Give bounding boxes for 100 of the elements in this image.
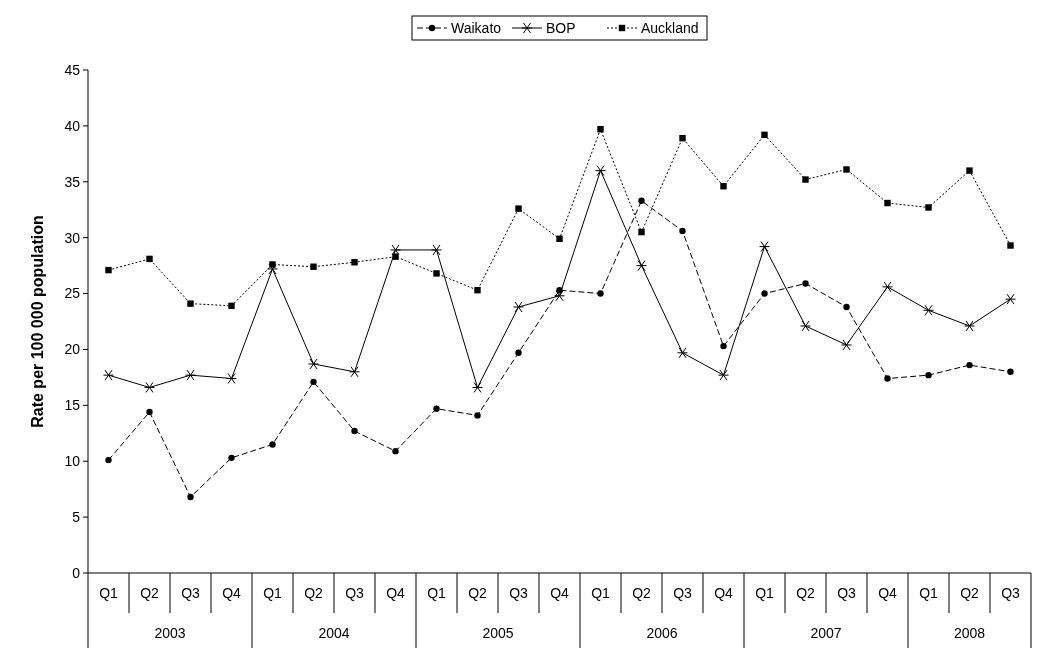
- point: [884, 199, 891, 207]
- x-tick-label: Q4: [878, 584, 898, 601]
- point: [925, 371, 932, 379]
- point: [187, 300, 194, 307]
- point: [433, 405, 440, 412]
- point: [679, 227, 686, 235]
- point: [638, 228, 645, 236]
- point: [677, 347, 688, 359]
- point: [966, 167, 973, 174]
- point: [966, 361, 973, 369]
- point: [800, 320, 811, 332]
- point: [146, 255, 153, 263]
- x-tick-label: Q4: [386, 584, 406, 601]
- x-tick-label: Q1: [263, 584, 283, 601]
- point: [228, 454, 235, 462]
- x-tick-label: Q1: [99, 584, 119, 601]
- x-tick-label: Q3: [673, 584, 693, 601]
- x-tick-label: Q3: [509, 584, 529, 601]
- point: [923, 304, 934, 316]
- point: [884, 375, 891, 382]
- x-tick-label: Q2: [468, 584, 488, 601]
- y-tick-label: 5: [72, 509, 81, 526]
- x-tick-label: Q1: [427, 584, 447, 601]
- point: [392, 447, 399, 455]
- point: [720, 183, 727, 190]
- point: [433, 270, 440, 277]
- point: [351, 427, 358, 435]
- point: [1007, 368, 1014, 375]
- x-tick-label: Q3: [181, 584, 201, 601]
- point: [185, 369, 196, 381]
- point: [474, 287, 481, 294]
- y-tick-label: 15: [64, 397, 81, 414]
- x-tick-label: Q2: [304, 584, 324, 601]
- point: [269, 441, 276, 448]
- point: [103, 369, 114, 381]
- point: [1005, 293, 1016, 305]
- text: 2005: [482, 624, 514, 641]
- point: [144, 381, 155, 393]
- point: [597, 126, 604, 133]
- point: [513, 301, 524, 313]
- text: 2008: [953, 624, 986, 641]
- point: [882, 281, 893, 293]
- x-tick-label: Q1: [919, 584, 939, 601]
- point: [556, 235, 563, 242]
- point: [351, 259, 358, 266]
- x-tick-label: Q1: [755, 584, 775, 601]
- point: [802, 176, 809, 183]
- point: [187, 493, 194, 501]
- x-tick-label: Q2: [140, 584, 160, 601]
- y-tick-label: 20: [64, 341, 81, 358]
- x-tick-label: Q3: [837, 584, 857, 601]
- point: [310, 263, 317, 270]
- legend-label: Waikato: [451, 19, 502, 36]
- x-tick-label: Q4: [222, 584, 242, 601]
- point: [761, 290, 768, 297]
- point: [595, 165, 606, 177]
- point: [841, 339, 852, 351]
- point: [554, 290, 565, 302]
- legend-label: BOP: [546, 19, 576, 36]
- point: [925, 204, 932, 211]
- point: [1007, 242, 1014, 249]
- point: [759, 241, 770, 253]
- point: [390, 244, 401, 256]
- point: [226, 373, 237, 385]
- text: 2004: [318, 624, 350, 641]
- point: [515, 349, 522, 356]
- point: [228, 302, 235, 310]
- legend-label: Auckland: [641, 19, 699, 36]
- point: [802, 280, 809, 287]
- point: [308, 358, 319, 370]
- text: 2003: [154, 624, 186, 641]
- point: [349, 366, 360, 378]
- point: [474, 412, 481, 419]
- point: [515, 205, 522, 212]
- y-axis-title: Rate per 100 000 population: [29, 215, 46, 428]
- text: 2006: [646, 624, 678, 641]
- point: [843, 303, 850, 311]
- point: [636, 260, 647, 272]
- point: [761, 131, 768, 139]
- y-tick-label: 0: [72, 564, 81, 581]
- point: [720, 342, 727, 350]
- point: [679, 134, 686, 142]
- y-tick-label: 40: [64, 117, 81, 134]
- point: [638, 197, 645, 204]
- x-tick-label: Q3: [345, 584, 365, 601]
- y-tick-label: 25: [64, 285, 81, 302]
- x-tick-label: Q1: [591, 584, 611, 601]
- point: [431, 244, 442, 256]
- x-tick-label: Q2: [632, 584, 652, 601]
- x-tick-label: Q4: [714, 584, 734, 601]
- point: [269, 261, 276, 268]
- x-tick-label: Q2: [960, 584, 980, 601]
- y-tick-label: 10: [64, 453, 81, 470]
- point: [105, 266, 112, 274]
- point: [310, 378, 317, 386]
- x-tick-label: Q3: [1001, 584, 1021, 601]
- point: [843, 166, 850, 173]
- y-tick-label: 35: [64, 173, 81, 190]
- text: 2007: [810, 624, 842, 641]
- point: [146, 408, 153, 416]
